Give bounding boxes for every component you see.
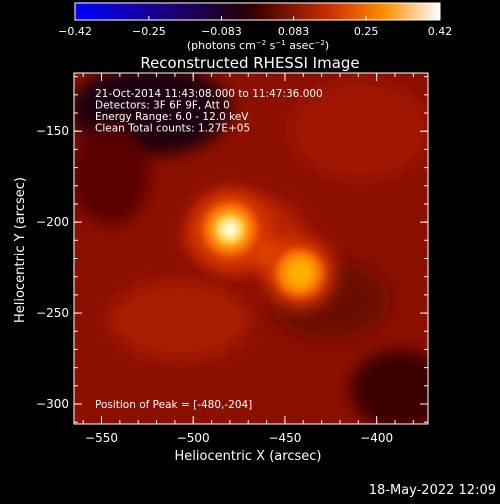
hxr-source (264, 237, 335, 309)
colorbar: −0.42 −0.25 −0.083 0.083 0.25 0.42 (photons c… (58, 2, 452, 52)
x-axis-label: Heliocentric X (arcsec) (175, 449, 322, 464)
colorbar-strip (74, 2, 441, 21)
plot-frame (73, 72, 429, 425)
y-tick-label: −150 (36, 124, 69, 138)
x-tick-label: −550 (85, 431, 118, 445)
x-axis: −550 −500 −450 −400 (82, 73, 414, 445)
colorbar-tick-label: −0.42 (58, 25, 92, 38)
colorbar-tick-label: 0.42 (428, 25, 453, 38)
colorbar-tick-label: 0.25 (354, 25, 379, 38)
x-tick-label: −500 (177, 431, 210, 445)
y-tick-label: −300 (36, 397, 69, 411)
plot-image (74, 73, 428, 424)
peak-position-label: Position of Peak = [-480,-204] (95, 399, 252, 411)
y-axis-label: Heliocentric Y (arcsec) (13, 177, 28, 323)
colorbar-ticks: −0.42 −0.25 −0.083 0.083 0.25 0.42 (58, 16, 452, 38)
info-line: Detectors: 3F 6F 9F, Att 0 (95, 100, 230, 112)
colorbar-tick-label: 0.083 (278, 25, 310, 38)
y-tick-label: −250 (36, 306, 69, 320)
colorbar-units: (photons cm−2 s−1 asec−2) (187, 39, 329, 52)
x-tick-label: −400 (360, 431, 393, 445)
hxr-source (190, 189, 270, 270)
info-line: Clean Total counts: 1.27E+05 (95, 123, 250, 135)
chart-title: Reconstructed RHESSI Image (140, 54, 359, 72)
colorbar-tick-label: −0.25 (132, 25, 166, 38)
info-text: 21-Oct-2014 11:43:08.000 to 11:47:36.000… (95, 88, 323, 135)
x-tick-label: −450 (268, 431, 301, 445)
info-line: 21-Oct-2014 11:43:08.000 to 11:47:36.000 (95, 88, 323, 100)
y-axis: −150 −200 −250 −300 (36, 76, 428, 423)
y-tick-label: −200 (36, 215, 69, 229)
colorbar-tick-label: −0.083 (201, 25, 242, 38)
info-line: Energy Range: 6.0 - 12.0 keV (95, 111, 249, 123)
footer-date: 18-May-2022 12:09 (368, 483, 496, 498)
sources-layer (190, 189, 335, 309)
